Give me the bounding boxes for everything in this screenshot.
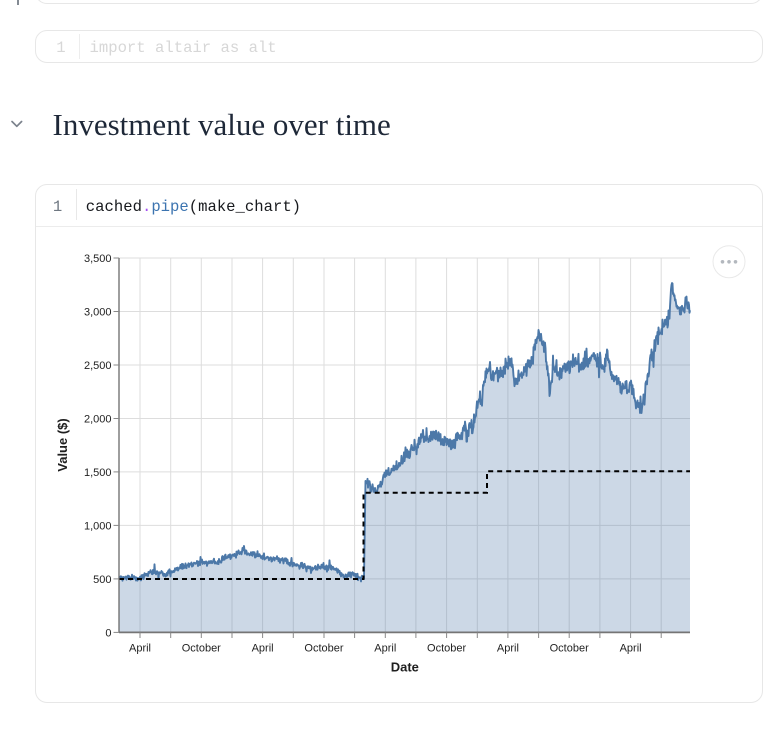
svg-text:October: October — [304, 643, 343, 655]
svg-text:April: April — [129, 643, 151, 655]
svg-text:Date: Date — [391, 660, 419, 675]
svg-text:October: October — [550, 643, 589, 655]
svg-text:1,500: 1,500 — [84, 467, 112, 479]
svg-text:500: 500 — [93, 574, 111, 586]
svg-text:0: 0 — [105, 627, 111, 639]
svg-text:October: October — [427, 643, 466, 655]
svg-text:April: April — [374, 643, 396, 655]
svg-text:2,000: 2,000 — [84, 413, 112, 425]
svg-text:3,500: 3,500 — [84, 253, 112, 265]
svg-text:April: April — [620, 643, 642, 655]
svg-text:1,000: 1,000 — [84, 520, 112, 532]
svg-text:October: October — [182, 643, 221, 655]
svg-text:2,500: 2,500 — [84, 360, 112, 372]
svg-text:April: April — [497, 643, 519, 655]
svg-text:3,000: 3,000 — [84, 306, 112, 318]
svg-text:April: April — [252, 643, 274, 655]
svg-text:Value ($): Value ($) — [55, 418, 70, 471]
